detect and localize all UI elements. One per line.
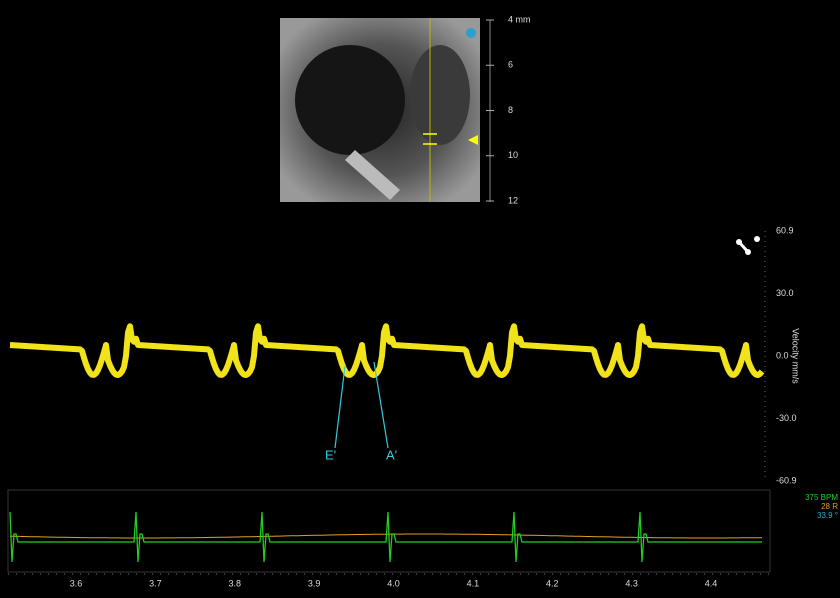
time-tick-label: 3.9: [308, 578, 321, 588]
heart-rate: 375 BPM: [805, 493, 838, 502]
time-tick-label: 3.6: [70, 578, 83, 588]
icon-part: [745, 249, 751, 255]
b-mode-image: [280, 18, 480, 202]
depth-label: 12: [508, 195, 518, 205]
velocity-label: Velocity mm/s: [791, 328, 801, 384]
time-tick-label: 4.4: [705, 578, 718, 588]
probe-marker: [466, 28, 476, 38]
temperature: 33.9 °: [817, 511, 838, 520]
time-tick-label: 4.1: [467, 578, 480, 588]
velocity-tick-label: 30.0: [776, 288, 794, 298]
time-tick-label: 3.8: [228, 578, 241, 588]
ultrasound-screen: Velocity mm/s E' A' 375 BPM 28 R 33.9 ° …: [0, 0, 840, 598]
depth-label: 10: [508, 150, 518, 160]
velocity-tick-label: -60.9: [776, 475, 797, 485]
velocity-tick-label: 0.0: [776, 350, 789, 360]
time-tick-label: 4.2: [546, 578, 559, 588]
icon-part: [754, 236, 760, 242]
annotation: A': [386, 447, 397, 462]
resp-rate: 28 R: [821, 502, 838, 511]
velocity-tick-label: -30.0: [776, 413, 797, 423]
annotation: E': [325, 447, 336, 462]
depth-label: 4 mm: [508, 14, 531, 24]
cavity: [295, 45, 405, 155]
depth-label: 8: [508, 105, 513, 115]
icon-part: [736, 239, 742, 245]
tissue: [410, 45, 470, 145]
depth-label: 6: [508, 60, 513, 70]
time-tick-label: 3.7: [149, 578, 162, 588]
time-tick-label: 4.0: [387, 578, 400, 588]
velocity-tick-label: 60.9: [776, 225, 794, 235]
time-tick-label: 4.3: [625, 578, 638, 588]
